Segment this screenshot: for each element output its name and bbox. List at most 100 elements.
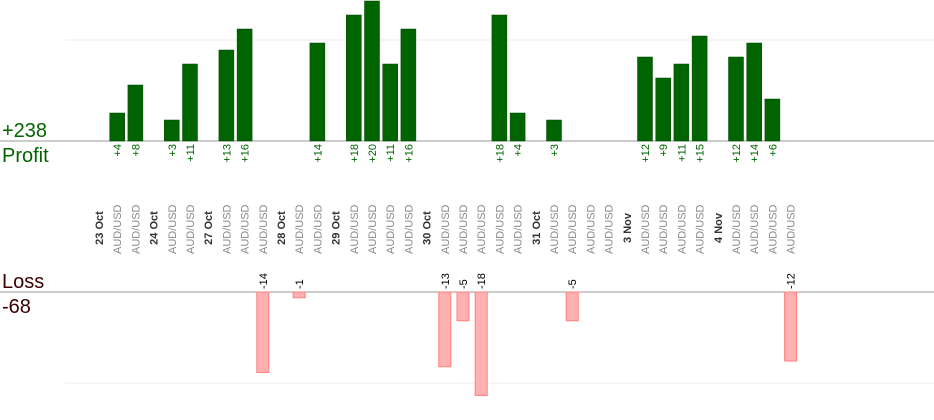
- profit-bar: [691, 35, 708, 142]
- profit-value-label: +16: [240, 144, 252, 163]
- pair-label: AUD/USD: [549, 204, 561, 254]
- pair-label: AUD/USD: [185, 204, 197, 254]
- date-label: 30 Oct: [422, 211, 434, 245]
- profit-value-label: +18: [349, 144, 361, 163]
- profit-bar: [309, 42, 326, 142]
- pair-label: AUD/USD: [349, 204, 361, 254]
- pair-label: AUD/USD: [294, 204, 306, 254]
- profit-bar: [728, 56, 744, 142]
- profit-bar: [509, 112, 526, 142]
- pair-label: AUD/USD: [221, 204, 233, 254]
- pair-label: AUD/USD: [749, 204, 761, 254]
- profit-bar: [127, 84, 144, 142]
- date-label: 31 Oct: [531, 211, 543, 245]
- pair-label: AUD/USD: [367, 204, 379, 254]
- profit-bar: [764, 98, 781, 142]
- pair-label: AUD/USD: [767, 204, 779, 254]
- pair-label: AUD/USD: [130, 204, 142, 254]
- profit-value-label: +11: [385, 144, 397, 162]
- profit-value-label: +3: [549, 144, 561, 157]
- profit-value-label: +11: [185, 144, 197, 162]
- profit-value-label: +20: [367, 144, 379, 163]
- loss-value-label: -18: [476, 273, 488, 289]
- profit-bar: [746, 42, 762, 142]
- pair-label: AUD/USD: [112, 204, 124, 254]
- pair-label: AUD/USD: [167, 204, 179, 254]
- profit-bar: [164, 119, 180, 142]
- date-label: 27 Oct: [203, 211, 215, 245]
- profit-bar: [546, 119, 562, 142]
- profit-bar: [218, 49, 235, 142]
- pair-label: AUD/USD: [458, 204, 470, 254]
- pair-label: AUD/USD: [240, 204, 252, 254]
- profit-bar: [182, 63, 198, 142]
- pair-label: AUD/USD: [494, 204, 506, 254]
- loss-value-label: -1: [294, 279, 306, 289]
- pair-label: AUD/USD: [403, 204, 415, 254]
- profit-bar: [400, 28, 417, 142]
- profit-bar: [673, 63, 690, 142]
- profit-value-label: +14: [312, 144, 324, 163]
- profit-value-label: +6: [767, 144, 779, 157]
- profit-bar: [637, 56, 653, 142]
- profit-value-label: +15: [695, 144, 707, 163]
- profit-value-label: +16: [403, 144, 415, 163]
- profit-total-value: +238: [2, 120, 47, 142]
- profit-bar: [364, 0, 380, 142]
- pair-label: AUD/USD: [658, 204, 670, 254]
- loss-bar: [256, 291, 270, 373]
- date-label: 29 Oct: [331, 211, 343, 245]
- pair-label: AUD/USD: [676, 204, 688, 254]
- profit-value-label: +13: [221, 144, 233, 163]
- date-label: 24 Oct: [149, 211, 161, 245]
- profit-value-label: +12: [640, 144, 652, 163]
- loss-bar: [565, 291, 579, 322]
- profit-label: Profit: [2, 145, 49, 167]
- profit-value-label: +4: [513, 144, 525, 157]
- profit-bar: [382, 63, 398, 142]
- profit-bar: [109, 112, 125, 142]
- profit-bar: [236, 28, 253, 142]
- summary-layer: +238 Profit Loss -68: [2, 120, 49, 318]
- pair-label: AUD/USD: [695, 204, 707, 254]
- profit-value-label: +14: [749, 144, 761, 163]
- loss-value-label: -13: [440, 273, 452, 289]
- date-label: 4 Nov: [713, 212, 725, 243]
- loss-value-label: -14: [258, 273, 270, 289]
- loss-value-label: -5: [567, 279, 579, 289]
- bars-layer: [109, 0, 798, 396]
- pair-label: AUD/USD: [640, 204, 652, 254]
- profit-value-label: +8: [130, 144, 142, 157]
- pair-label: AUD/USD: [440, 204, 452, 254]
- profit-bar: [491, 14, 508, 142]
- profit-bar: [655, 77, 671, 142]
- profit-bar: [346, 14, 362, 142]
- pair-label: AUD/USD: [731, 204, 743, 254]
- date-label: 28 Oct: [276, 211, 288, 245]
- pair-label: AUD/USD: [786, 204, 798, 254]
- pair-label: AUD/USD: [604, 204, 616, 254]
- profit-value-label: +9: [658, 144, 670, 157]
- loss-bar: [292, 291, 306, 299]
- pair-label: AUD/USD: [476, 204, 488, 254]
- profit-value-label: +3: [167, 144, 179, 157]
- pair-label: AUD/USD: [513, 204, 525, 254]
- loss-total-value: -68: [2, 296, 31, 318]
- loss-value-label: -5: [458, 279, 470, 289]
- pair-label: AUD/USD: [258, 204, 270, 254]
- pair-label: AUD/USD: [567, 204, 579, 254]
- pair-label: AUD/USD: [585, 204, 597, 254]
- date-label: 3 Nov: [622, 212, 634, 243]
- profit-value-label: +11: [676, 144, 688, 162]
- loss-value-label: -12: [786, 273, 798, 289]
- loss-bar: [784, 291, 798, 362]
- profit-value-label: +4: [112, 144, 124, 157]
- loss-bar: [456, 291, 470, 322]
- labels-layer: 23 Oct 24 Oct 27 Oct 28 Oct 29 Oct 30 Oct 31 O…: [94, 144, 798, 289]
- date-label: 23 Oct: [94, 211, 106, 245]
- pair-label: AUD/USD: [312, 204, 324, 254]
- profit-value-label: +18: [494, 144, 506, 163]
- profit-value-label: +12: [731, 144, 743, 163]
- loss-bar: [438, 291, 452, 368]
